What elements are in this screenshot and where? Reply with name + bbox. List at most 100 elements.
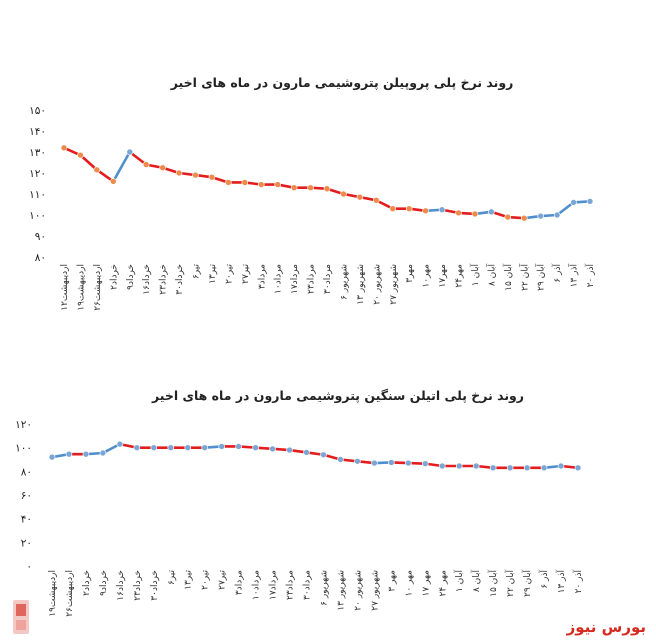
y-tick-label: ۱۵۰ xyxy=(29,105,46,117)
x-tick-label: ۲۷ شهریور xyxy=(389,264,399,305)
x-tick-label: ۲۴مهر xyxy=(455,264,465,288)
chart-title: روند نرخ پلی اتیلن سنگین پتروشیمی مارون … xyxy=(151,388,524,403)
data-point xyxy=(540,464,548,472)
x-tick-label: ۶ آذر xyxy=(551,264,563,283)
x-tick-label: ۱۳ شهریور xyxy=(336,570,346,611)
side-logo-watermark xyxy=(13,600,29,634)
x-tick-label: ۹خرداد xyxy=(126,264,136,290)
data-point xyxy=(354,457,361,465)
data-point xyxy=(290,184,298,191)
data-point xyxy=(506,464,514,472)
x-tick-label: ۱۲اردیبهشت xyxy=(60,264,70,311)
data-point xyxy=(356,193,364,201)
data-point xyxy=(142,161,150,168)
x-tick-label: ۱۵ آبان xyxy=(502,264,514,291)
series-line-segment xyxy=(112,150,132,183)
x-tick-label: ۲۰ آذر xyxy=(572,570,584,594)
data-point xyxy=(320,451,327,459)
data-point xyxy=(421,460,429,467)
x-tick-label: ۶تیر xyxy=(192,264,202,280)
x-tick-label: ۲۰تیر xyxy=(201,570,211,590)
x-tick-label: ۱۶خرداد xyxy=(116,570,126,601)
x-tick-label: ۲۰تیر xyxy=(224,264,234,284)
x-tick-label: ۳مرداد xyxy=(257,264,267,289)
x-tick-label: ۳مهر xyxy=(405,264,415,283)
data-point xyxy=(307,184,314,191)
data-point xyxy=(489,464,497,472)
data-point xyxy=(586,198,594,205)
x-tick-label: ۸ آبان xyxy=(485,264,497,287)
data-point xyxy=(303,449,310,456)
y-tick-label: ۱۲۰ xyxy=(15,419,32,431)
x-tick-label: ۳مرداد xyxy=(235,570,245,595)
x-tick-label: ۳۰خرداد xyxy=(175,264,185,295)
brand-logo: بورس نیوز xyxy=(566,618,646,636)
y-tick-label: ۹۰ xyxy=(35,231,46,243)
data-point xyxy=(192,171,199,179)
x-tick-label: ۱۳ شهریور xyxy=(356,264,366,305)
data-point xyxy=(455,462,463,470)
x-tick-label: ۲۲ آبان xyxy=(504,570,516,597)
x-tick-label: ۲خرداد xyxy=(82,570,92,596)
y-tick-label: ۸۰ xyxy=(35,252,46,264)
x-tick-label: ۹خرداد xyxy=(99,570,109,596)
series-line-segment xyxy=(79,153,99,172)
x-tick-label: ۲۳خرداد xyxy=(133,570,143,601)
data-point xyxy=(235,443,242,450)
data-point xyxy=(175,169,183,177)
data-point xyxy=(537,212,544,220)
data-point xyxy=(504,213,512,221)
x-tick-label: ۱۹اردیبهشت xyxy=(76,264,86,311)
data-point xyxy=(252,444,259,451)
x-tick-label: ۱۳ آذر xyxy=(568,264,580,288)
data-point xyxy=(159,164,166,172)
x-tick-label: ۲۳مرداد xyxy=(307,264,317,294)
x-tick-label: ۲خرداد xyxy=(109,264,119,290)
x-tick-label: ۱ آبان xyxy=(469,264,481,287)
x-tick-label: ۱۵ آبان xyxy=(487,570,499,597)
y-tick-label: ۲۰ xyxy=(21,537,32,549)
data-point xyxy=(257,181,265,188)
data-point xyxy=(520,214,528,222)
data-point xyxy=(167,444,175,451)
x-tick-label: ۲۶اردیبهشت xyxy=(65,570,75,617)
x-tick-label: ۱۳تیر xyxy=(208,264,218,284)
x-tick-label: ۲۹ آبان xyxy=(535,264,547,291)
data-point xyxy=(77,151,84,159)
data-point xyxy=(570,199,577,206)
x-tick-label: ۳۰مرداد xyxy=(323,264,333,294)
data-point xyxy=(201,444,209,451)
x-tick-label: ۲۹ آبان xyxy=(521,570,533,597)
x-tick-label: ۳۰مرداد xyxy=(303,570,313,600)
data-point xyxy=(422,207,429,215)
data-point xyxy=(323,185,331,193)
series-line-segment xyxy=(128,150,148,166)
x-tick-label: ۸ آبان xyxy=(470,570,482,593)
x-tick-label: ۱۹اردیبهشت xyxy=(48,570,58,617)
data-point xyxy=(110,178,117,185)
y-tick-label: ۱۲۰ xyxy=(29,168,46,180)
data-point xyxy=(65,450,73,458)
chart-2: روند نرخ پلی اتیلن سنگین پتروشیمی مارون … xyxy=(15,388,584,617)
data-point xyxy=(373,197,380,204)
x-tick-label: ۱۰مهر xyxy=(422,264,432,288)
data-point xyxy=(82,450,90,458)
y-tick-label: ۱۴۰ xyxy=(29,126,46,138)
y-tick-label: ۶۰ xyxy=(21,490,32,502)
x-tick-label: ۲۷تیر xyxy=(241,264,251,284)
chart-1: روند نرخ پلی پروپیلن پتروشیمی مارون در م… xyxy=(29,75,596,311)
data-point xyxy=(472,462,480,470)
data-point xyxy=(388,459,395,466)
data-point xyxy=(60,144,68,152)
x-tick-label: ۶ شهریور xyxy=(339,264,349,300)
x-tick-label: ۲۳مرداد xyxy=(286,570,296,600)
y-tick-label: ۱۳۰ xyxy=(29,147,46,159)
x-tick-label: ۱۷مرداد xyxy=(290,264,300,294)
data-point xyxy=(340,190,347,198)
x-tick-label: ۱ آبان xyxy=(453,570,465,593)
data-point xyxy=(208,173,216,181)
data-point xyxy=(184,444,192,451)
data-point xyxy=(574,464,582,472)
x-tick-label: ۲۰ شهریور xyxy=(353,570,363,611)
x-tick-label: ۱۷ مهر xyxy=(421,570,431,597)
